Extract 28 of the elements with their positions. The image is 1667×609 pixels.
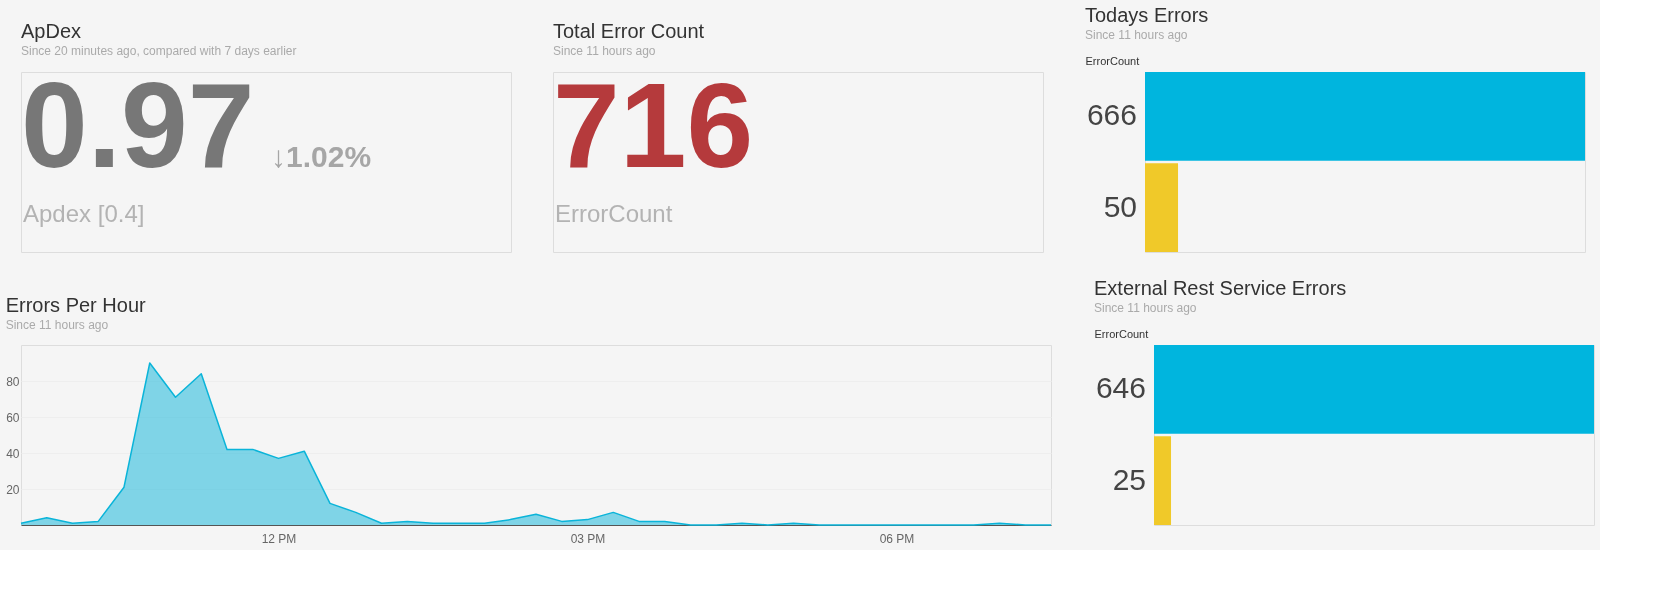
text: ApDex	[21, 20, 82, 42]
text: 716	[553, 58, 754, 192]
data-label: 25	[1112, 462, 1146, 496]
y-tick-label: 40	[6, 446, 20, 461]
y-tick-label: 80	[6, 374, 20, 389]
data-label: 666	[1086, 98, 1137, 132]
y-axis-title: ErrorCount	[1094, 327, 1149, 340]
chart-subtitle: Since 11 hours ago	[1094, 301, 1197, 315]
data-label: 646	[1095, 371, 1146, 405]
y-axis-title: ErrorCount	[1085, 54, 1140, 67]
y-tick-label: 60	[6, 410, 20, 425]
text: Total Error Count	[553, 20, 705, 42]
chart-subtitle: Since 11 hours ago	[5, 318, 109, 332]
x-tick-label: 06 PM	[879, 531, 915, 546]
y-tick-label: 20	[6, 482, 20, 497]
text: ↓1.02%	[271, 140, 372, 173]
x-tick-label: 03 PM	[570, 531, 606, 546]
text: ErrorCount	[555, 200, 673, 227]
text: Since 11 hours ago	[553, 44, 656, 58]
text: Since 20 minutes ago, compared with 7 days earlier	[21, 44, 297, 58]
text: Apdex [0.4]	[23, 200, 145, 227]
chart-title: Todays Errors	[1085, 4, 1209, 26]
chart-title: External Rest Service Errors	[1094, 277, 1347, 299]
chart-title: Errors Per Hour	[5, 294, 147, 316]
x-tick-label: 12 PM	[261, 531, 297, 546]
data-label: 50	[1103, 189, 1137, 223]
chart-subtitle: Since 11 hours ago	[1085, 28, 1188, 42]
text: 0.97	[21, 58, 255, 192]
